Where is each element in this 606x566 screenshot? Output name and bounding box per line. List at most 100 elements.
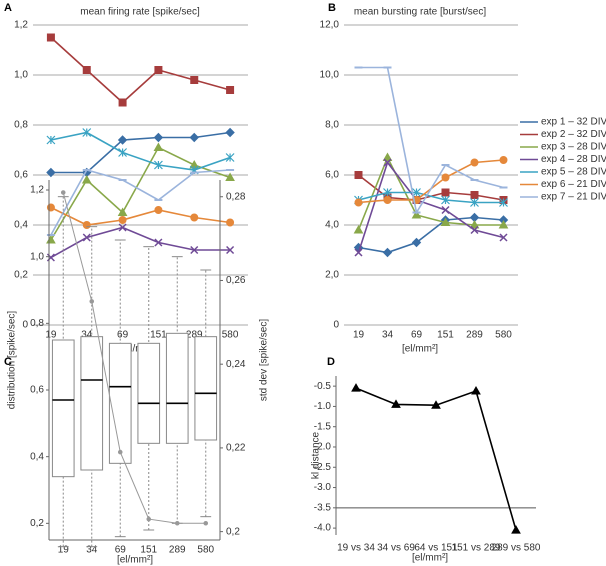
y-tick-label: 6,0	[325, 170, 339, 181]
marker	[60, 190, 66, 195]
legend-label: exp 6 – 21 DIV	[541, 179, 606, 190]
series-line	[50, 146, 231, 241]
marker	[498, 219, 509, 229]
y-tick-label: -2.5	[314, 462, 332, 473]
y-tick-label: -0.5	[314, 381, 332, 392]
legend-label: exp 5 – 28 DIV	[541, 167, 606, 178]
series-line	[357, 155, 504, 231]
series-line	[357, 160, 504, 253]
x-tick-label: 151 vs 289	[452, 543, 501, 554]
marker	[46, 203, 55, 212]
marker	[82, 221, 91, 229]
legend-label: exp 7 – 21 DIV	[541, 192, 606, 203]
marker	[46, 135, 56, 145]
marker	[469, 219, 480, 229]
marker	[89, 299, 95, 304]
series-line	[50, 131, 231, 171]
x-tick-label: 69	[115, 545, 127, 556]
marker	[117, 135, 128, 145]
series-line	[50, 226, 231, 259]
y-tick-label: 0,8	[30, 318, 44, 329]
marker	[203, 520, 209, 526]
box	[80, 336, 104, 471]
marker	[153, 132, 164, 143]
panel-letter: C	[4, 356, 12, 368]
marker	[118, 98, 127, 107]
marker	[441, 188, 450, 197]
marker	[118, 216, 127, 224]
y-tick-label: -1.0	[314, 401, 332, 412]
x-tick-label: 69	[411, 330, 423, 341]
marker	[46, 167, 56, 178]
y-tick-label: 1,2	[14, 20, 28, 31]
marker	[225, 172, 235, 181]
marker	[189, 132, 199, 143]
y-tick-label: -2.0	[314, 442, 332, 453]
marker	[499, 198, 508, 207]
y-tick-label: 1,0	[14, 70, 28, 81]
marker	[354, 248, 363, 257]
marker	[441, 195, 450, 205]
box	[137, 342, 161, 444]
panel-letter: A	[4, 2, 12, 14]
box	[108, 342, 132, 464]
legend-label: exp 2 – 32 DIV	[541, 129, 606, 140]
marker	[154, 238, 163, 247]
marker	[46, 33, 55, 42]
y2-axis-label: std dev [spike/sec]	[259, 319, 270, 401]
marker	[82, 233, 91, 242]
x-tick-label: 69	[117, 330, 129, 341]
x-tick-label: 151	[437, 330, 454, 341]
marker	[470, 198, 479, 207]
x-tick-label: 34	[81, 330, 93, 341]
x-tick-label: 34	[86, 545, 98, 556]
marker	[153, 160, 163, 170]
x-tick-label: 289 vs 580	[492, 543, 541, 554]
marker	[441, 173, 450, 182]
series-line	[50, 169, 231, 236]
marker	[354, 171, 363, 179]
marker	[153, 142, 164, 151]
marker	[382, 247, 393, 258]
marker	[431, 400, 441, 409]
panel-letter: D	[327, 356, 335, 368]
series-line	[358, 191, 504, 204]
box	[51, 339, 75, 478]
marker	[225, 153, 235, 162]
x-tick-label: 289	[466, 330, 483, 341]
series-line	[358, 66, 504, 215]
y2-tick-label: 0,24	[226, 359, 246, 370]
marker	[382, 152, 393, 161]
box	[165, 332, 189, 444]
marker	[117, 449, 123, 455]
x-tick-label: 19 vs 34	[337, 543, 375, 554]
marker	[225, 127, 235, 138]
y2-tick-label: 0,2	[226, 526, 240, 537]
marker	[499, 156, 508, 164]
marker	[82, 128, 92, 137]
legend-label: exp 4 – 28 DIV	[541, 154, 606, 165]
x-tick-label: 289	[186, 330, 203, 341]
y-tick-label: 0,2	[14, 270, 28, 281]
y2-tick-label: 0,26	[226, 275, 246, 286]
y-tick-label: 10,0	[320, 70, 340, 81]
marker	[226, 218, 235, 227]
chart-title: mean firing rate [spike/sec]	[80, 7, 200, 18]
marker	[46, 234, 56, 244]
marker	[471, 385, 481, 395]
marker	[440, 217, 451, 226]
x-tick-label: 151	[150, 330, 167, 341]
marker	[82, 66, 91, 74]
marker	[383, 188, 392, 197]
y-axis-label: distribution [spike/sec]	[7, 311, 18, 410]
y2-tick-label: 0,28	[226, 191, 246, 202]
y-tick-label: 0	[333, 320, 339, 331]
marker	[354, 198, 363, 207]
marker	[190, 245, 199, 255]
y-tick-label: 0,6	[14, 170, 28, 181]
x-axis-label: [el/mm²]	[117, 555, 153, 566]
marker	[411, 209, 422, 219]
marker	[391, 399, 401, 408]
y-tick-label: 0	[22, 320, 28, 331]
series-line	[358, 216, 504, 254]
